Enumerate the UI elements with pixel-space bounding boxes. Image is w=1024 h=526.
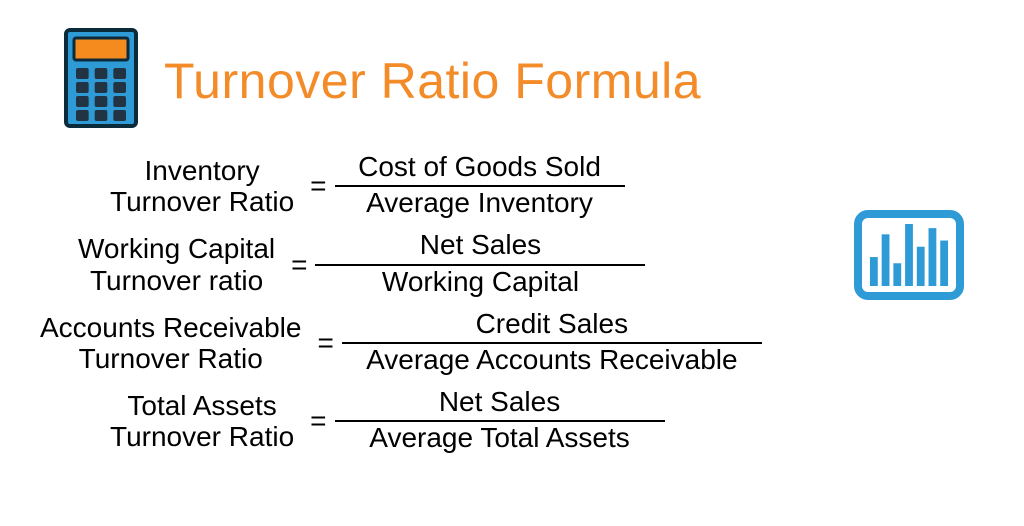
formula-accounts-receivable-turnover: Accounts Receivable Turnover Ratio = Cre… bbox=[40, 308, 1024, 378]
lhs-line1: Working Capital bbox=[78, 233, 275, 264]
formula-total-assets-turnover: Total Assets Turnover Ratio = Net Sales … bbox=[110, 386, 1024, 456]
equals-sign: = bbox=[283, 249, 315, 281]
lhs-line2: Turnover Ratio bbox=[110, 186, 294, 217]
lhs-line2: Turnover Ratio bbox=[110, 421, 294, 452]
denominator: Working Capital bbox=[370, 266, 591, 300]
numerator: Credit Sales bbox=[464, 308, 641, 342]
formula-lhs: Working Capital Turnover ratio bbox=[78, 233, 283, 296]
page-title: Turnover Ratio Formula bbox=[164, 52, 701, 110]
numerator: Net Sales bbox=[408, 229, 553, 263]
lhs-line1: Total Assets bbox=[110, 390, 294, 421]
numerator: Cost of Goods Sold bbox=[346, 151, 613, 185]
equals-sign: = bbox=[302, 170, 334, 202]
formula-rhs: Net Sales Average Total Assets bbox=[335, 386, 665, 456]
formula-rhs: Credit Sales Average Accounts Receivable bbox=[342, 308, 762, 378]
denominator: Average Accounts Receivable bbox=[354, 344, 750, 378]
lhs-line2: Turnover ratio bbox=[78, 265, 275, 296]
formula-rhs: Net Sales Working Capital bbox=[315, 229, 645, 299]
calculator-icon bbox=[62, 28, 140, 133]
lhs-line1: Accounts Receivable bbox=[40, 312, 301, 343]
denominator: Average Total Assets bbox=[357, 422, 641, 456]
bar-chart-icon bbox=[854, 210, 964, 305]
formula-rhs: Cost of Goods Sold Average Inventory bbox=[335, 151, 625, 221]
equals-sign: = bbox=[309, 327, 341, 359]
header: Turnover Ratio Formula bbox=[0, 0, 1024, 133]
lhs-line1: Inventory bbox=[110, 155, 294, 186]
formula-lhs: Inventory Turnover Ratio bbox=[110, 155, 302, 218]
numerator: Net Sales bbox=[427, 386, 572, 420]
formula-lhs: Accounts Receivable Turnover Ratio bbox=[40, 312, 309, 375]
lhs-line2: Turnover Ratio bbox=[40, 343, 301, 374]
equals-sign: = bbox=[302, 405, 334, 437]
denominator: Average Inventory bbox=[354, 187, 605, 221]
formula-lhs: Total Assets Turnover Ratio bbox=[110, 390, 302, 453]
